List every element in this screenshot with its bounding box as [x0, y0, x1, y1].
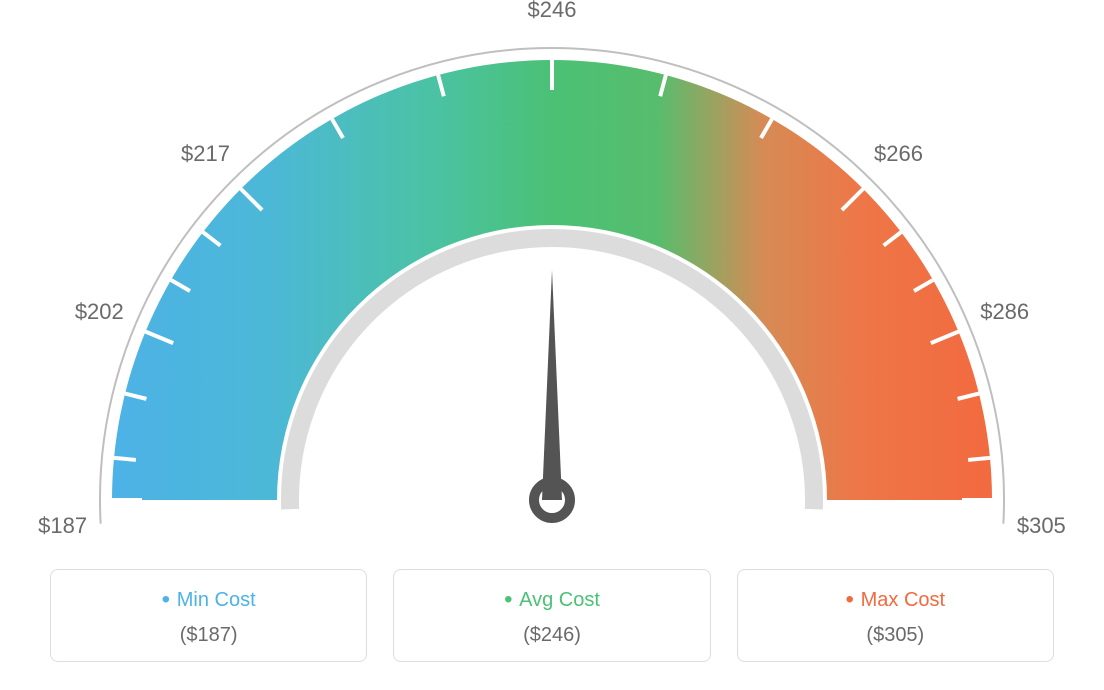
cost-gauge-chart: $187 $202 $217 $246 $266 $286 $305: [0, 0, 1104, 560]
gauge-tick-label: $217: [181, 141, 230, 167]
gauge-tick-label: $305: [1017, 513, 1066, 539]
gauge-tick-label: $286: [980, 299, 1029, 325]
legend-max-label: Max Cost: [738, 586, 1053, 614]
gauge-tick-label: $202: [75, 299, 124, 325]
gauge-tick-label: $266: [874, 141, 923, 167]
legend-avg-value: ($246): [394, 624, 709, 647]
legend-min-label: Min Cost: [51, 586, 366, 614]
gauge-tick-label: $187: [38, 513, 87, 539]
gauge-tick-label: $246: [528, 0, 577, 23]
legend-max: Max Cost ($305): [737, 569, 1054, 662]
gauge-svg: [0, 0, 1104, 560]
legend-min-value: ($187): [51, 624, 366, 647]
legend-row: Min Cost ($187) Avg Cost ($246) Max Cost…: [50, 569, 1054, 662]
legend-avg: Avg Cost ($246): [393, 569, 710, 662]
legend-avg-label: Avg Cost: [394, 586, 709, 614]
legend-max-value: ($305): [738, 624, 1053, 647]
legend-min: Min Cost ($187): [50, 569, 367, 662]
